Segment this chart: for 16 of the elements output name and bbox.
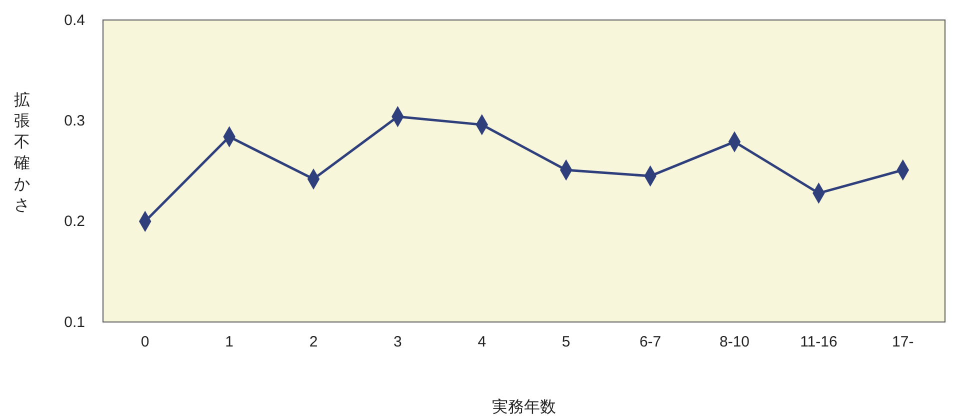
- x-tick-label: 6-7: [639, 334, 662, 351]
- y-tick-label: 0.3: [64, 112, 85, 130]
- y-tick-label: 0.4: [64, 12, 85, 29]
- x-axis-title: 実務年数: [492, 397, 556, 416]
- x-tick-label: 2: [309, 334, 318, 351]
- x-tick-label: 11-16: [800, 334, 838, 351]
- x-tick-label: 1: [225, 334, 234, 351]
- x-tick-label: 17-: [892, 334, 914, 351]
- x-tick-label: 8-10: [719, 334, 750, 351]
- y-axis-title: 拡張不確かさ: [13, 90, 30, 214]
- y-tick-label: 0.2: [64, 213, 85, 230]
- y-tick-label: 0.1: [64, 314, 85, 331]
- x-tick-label: 5: [562, 334, 570, 351]
- x-tick-label: 0: [140, 334, 150, 351]
- x-tick-label: 3: [394, 334, 402, 351]
- x-tick-label: 4: [478, 334, 486, 351]
